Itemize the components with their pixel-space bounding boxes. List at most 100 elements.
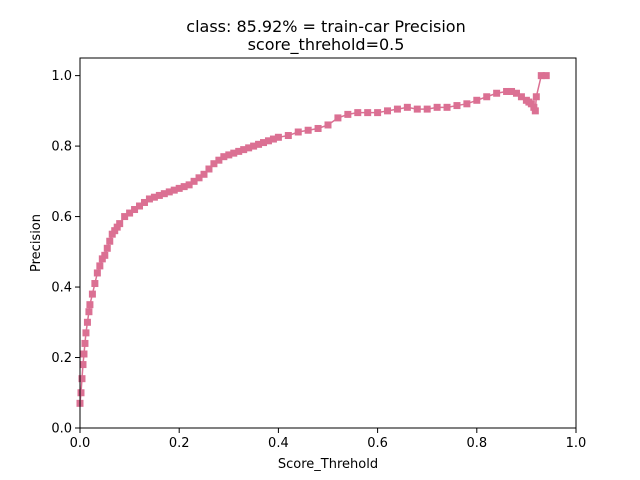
data-point [483, 93, 491, 101]
data-point [354, 109, 362, 117]
data-series [76, 72, 550, 407]
data-point [88, 290, 96, 298]
data-point [517, 93, 525, 101]
data-point [85, 308, 93, 316]
data-point [260, 139, 268, 147]
y-tick-label: 0.4 [51, 281, 72, 296]
data-point [96, 262, 104, 270]
data-point [433, 103, 441, 111]
x-tick-label: 0.8 [466, 436, 487, 451]
data-point [210, 160, 218, 168]
data-point [443, 103, 451, 111]
data-point [453, 102, 461, 110]
data-point [530, 103, 538, 111]
data-point [225, 151, 233, 159]
data-point [121, 213, 129, 221]
series-line [79, 74, 547, 404]
data-point [393, 105, 401, 113]
data-point [532, 93, 540, 101]
data-point [108, 230, 116, 238]
data-point [503, 87, 511, 95]
y-tick-label: 0.6 [51, 210, 72, 225]
data-point [101, 251, 109, 259]
data-point [314, 124, 322, 132]
data-point [463, 100, 471, 108]
data-point [531, 107, 539, 115]
data-point [512, 89, 520, 97]
data-point [537, 72, 545, 80]
x-axis: 0.0 0.2 0.4 0.6 0.8 1.0 [70, 428, 587, 451]
x-tick-label: 0.4 [268, 436, 289, 451]
data-point [344, 110, 352, 118]
data-point [106, 237, 114, 245]
data-point [215, 156, 223, 164]
data-point [98, 255, 106, 263]
data-point [81, 339, 89, 347]
data-point [180, 183, 188, 191]
data-point [374, 109, 382, 117]
data-point [80, 350, 88, 358]
data-point [240, 146, 248, 154]
data-point [160, 190, 168, 198]
data-point [403, 103, 411, 111]
data-point [324, 121, 332, 129]
data-point [274, 133, 282, 141]
data-point [264, 137, 272, 145]
data-point [91, 280, 99, 288]
data-point [473, 96, 481, 104]
data-point [86, 301, 94, 309]
x-tick-label: 0.0 [70, 436, 91, 451]
data-point [126, 209, 134, 217]
data-point [190, 177, 198, 185]
data-point [230, 149, 238, 157]
data-point [250, 142, 258, 150]
data-point [77, 389, 85, 397]
data-point [83, 318, 91, 326]
data-point [364, 109, 372, 117]
x-tick-label: 0.2 [169, 436, 190, 451]
y-axis-label: Precision [29, 214, 44, 272]
data-point [82, 329, 90, 337]
data-point [195, 174, 203, 182]
data-point [200, 170, 208, 178]
y-tick-label: 0.2 [51, 351, 72, 366]
data-point [78, 375, 86, 383]
y-tick-label: 1.0 [51, 69, 72, 84]
data-point [170, 186, 178, 194]
data-point [103, 244, 111, 252]
data-point [542, 72, 550, 80]
data-point [93, 269, 101, 277]
chart-subtitle: score_threhold=0.5 [248, 35, 405, 55]
x-tick-label: 0.6 [367, 436, 388, 451]
y-tick-label: 0.0 [51, 422, 72, 437]
data-point [150, 193, 158, 201]
y-axis: 0.0 0.2 0.4 0.6 0.8 1.0 [51, 69, 80, 437]
x-tick-label: 1.0 [566, 436, 587, 451]
data-point [113, 223, 121, 231]
data-point [508, 87, 516, 95]
chart-title: class: 85.92% = train-car Precision [186, 17, 465, 36]
data-point [245, 144, 253, 152]
x-axis-label: Score_Threhold [278, 457, 378, 472]
data-point [304, 126, 312, 134]
data-point [116, 220, 124, 228]
data-point [175, 184, 183, 192]
data-point [255, 140, 263, 148]
data-point [111, 227, 119, 235]
data-point [165, 188, 173, 196]
data-point [493, 89, 501, 97]
data-point [136, 202, 144, 210]
data-point [284, 132, 292, 140]
data-point [269, 135, 277, 143]
data-point [220, 153, 228, 161]
data-point [527, 100, 535, 108]
y-tick-label: 0.8 [51, 140, 72, 155]
data-point [131, 206, 139, 214]
data-point [235, 147, 243, 155]
data-point [140, 198, 148, 206]
data-point [145, 195, 153, 203]
data-point [79, 361, 87, 369]
data-point [294, 128, 302, 136]
data-point [205, 165, 213, 173]
